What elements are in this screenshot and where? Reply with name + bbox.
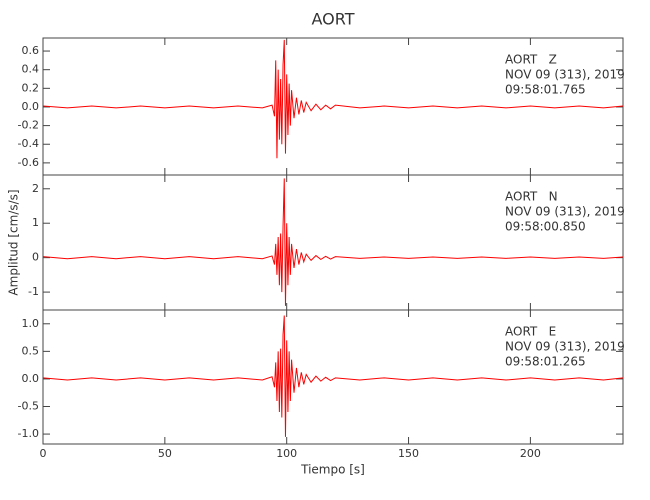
trace-line [42, 178, 624, 306]
chart-title: AORT [312, 10, 355, 29]
y-tick-label: 0 [32, 251, 39, 264]
x-tick-label: 0 [40, 447, 47, 460]
trace-line [42, 39, 624, 159]
y-tick-label: 0.4 [22, 63, 40, 76]
x-axis-label: Tiempo [s] [300, 463, 365, 477]
annotation: NOV 09 (313), 2019 [505, 68, 625, 82]
x-tick-label: 100 [276, 447, 297, 460]
annotation: AORT E [505, 325, 556, 339]
y-tick-label: -0.2 [18, 119, 39, 132]
annotation: NOV 09 (313), 2019 [505, 340, 625, 354]
x-tick-label: 150 [398, 447, 419, 460]
y-tick-label: 0.6 [22, 44, 40, 57]
y-tick-label: -0.5 [18, 400, 39, 413]
annotation: 09:58:00.850 [505, 220, 586, 234]
y-tick-label: 2 [32, 182, 39, 195]
y-tick-label: -1 [28, 285, 39, 298]
annotation: NOV 09 (313), 2019 [505, 205, 625, 219]
y-tick-label: 0.0 [22, 372, 40, 385]
y-tick-label: 0.2 [22, 81, 40, 94]
annotation: AORT Z [505, 53, 557, 67]
y-tick-label: -0.6 [18, 156, 39, 169]
y-tick-label: 0.5 [22, 344, 40, 357]
annotation: 09:58:01.765 [505, 83, 586, 97]
x-tick-label: 200 [520, 447, 541, 460]
y-tick-label: 0.0 [22, 100, 40, 113]
annotation: AORT N [505, 190, 558, 204]
annotation: 09:58:01.265 [505, 355, 586, 369]
y-tick-label: 1.0 [22, 317, 40, 330]
y-tick-label: -1.0 [18, 427, 39, 440]
y-tick-label: 1 [32, 216, 39, 229]
y-tick-label: -0.4 [18, 137, 39, 150]
y-axis-label: Amplitud [cm/s/s] [7, 189, 21, 295]
x-tick-label: 50 [158, 447, 172, 460]
panel-frame [42, 309, 624, 445]
trace-line [42, 315, 624, 437]
